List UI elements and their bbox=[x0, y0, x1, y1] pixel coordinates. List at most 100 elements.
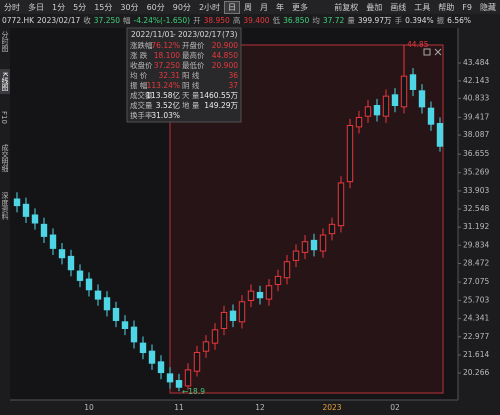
period-button[interactable]: 30分 bbox=[120, 2, 139, 12]
info-label: 振 幅 bbox=[130, 80, 148, 90]
period-button[interactable]: 2小时 bbox=[198, 2, 221, 12]
y-tick-label: 43.484 bbox=[463, 58, 489, 67]
quote-value: 37.250 bbox=[93, 15, 121, 25]
period-button[interactable]: 更多 bbox=[292, 2, 309, 12]
tool-button[interactable]: F9 bbox=[462, 2, 472, 12]
candle-body bbox=[256, 291, 264, 299]
info-label: 开盘价 bbox=[182, 40, 205, 50]
candle-body bbox=[76, 270, 84, 281]
x-tick-label: 2023 bbox=[322, 403, 341, 412]
tool-button[interactable]: 帮助 bbox=[438, 2, 455, 12]
side-tab[interactable]: F10 bbox=[0, 110, 8, 124]
close-icon[interactable] bbox=[434, 48, 442, 56]
maximize-icon[interactable] bbox=[423, 48, 431, 56]
side-tab[interactable]: 成交明细 bbox=[1, 143, 9, 172]
quote-label: 量 bbox=[347, 15, 355, 25]
x-tick-label: 10 bbox=[84, 403, 94, 412]
y-tick-label: 21.614 bbox=[463, 350, 489, 359]
period-button[interactable]: 周 bbox=[244, 2, 253, 12]
period-button[interactable]: 15分 bbox=[94, 2, 113, 12]
period-button[interactable]: 日 bbox=[224, 0, 241, 14]
side-tab[interactable]: K线图 bbox=[0, 69, 10, 94]
quote-bar: 0772.HK 2023/02/17 收 37.250 幅 -4.24%(-1.650) 开… bbox=[0, 14, 500, 26]
info-label: 最高价 bbox=[182, 50, 205, 60]
candle-body bbox=[67, 255, 75, 271]
info-label: 涨 跌 bbox=[130, 50, 148, 60]
candle-body bbox=[301, 241, 309, 253]
box-icons[interactable] bbox=[423, 48, 442, 56]
candle-body bbox=[328, 223, 336, 235]
candle-body bbox=[193, 352, 201, 372]
candle-body bbox=[58, 249, 66, 259]
candle-body bbox=[427, 107, 435, 125]
info-value: 32.31 bbox=[159, 71, 181, 80]
info-label: 换手率 bbox=[130, 110, 153, 120]
quote-value: -4.24%(-1.650) bbox=[133, 15, 191, 25]
x-tick-label: 12 bbox=[255, 403, 265, 412]
y-tick-label: 25.703 bbox=[463, 295, 489, 304]
info-value: 37 bbox=[228, 81, 238, 90]
period-button[interactable]: 60分 bbox=[146, 2, 165, 12]
period-button[interactable]: 5分 bbox=[73, 2, 87, 12]
candle-body bbox=[112, 307, 120, 321]
period-button[interactable]: 90分 bbox=[172, 2, 191, 12]
candle-body bbox=[346, 125, 354, 183]
candle-body bbox=[238, 301, 246, 323]
info-label: 均 价 bbox=[130, 70, 148, 80]
tool-button[interactable]: 隐藏 bbox=[480, 2, 496, 12]
y-tick-label: 22.977 bbox=[463, 332, 489, 341]
info-value: 44.850 bbox=[212, 51, 238, 60]
y-tick-label: 29.834 bbox=[463, 240, 489, 249]
info-label: 最低价 bbox=[182, 60, 205, 70]
period-button[interactable]: 分时 bbox=[4, 2, 20, 12]
period-button[interactable]: 多日 bbox=[28, 2, 44, 12]
side-tab[interactable]: 分时图 bbox=[1, 31, 9, 52]
quote-value: 37.72 bbox=[322, 15, 345, 25]
tool-button[interactable]: 画线 bbox=[390, 2, 407, 12]
side-tab[interactable]: 深度资料 bbox=[1, 191, 9, 220]
toolbar: 分时 多日 1分 5分 15分 30分 60分 90分 2小时日周月年更多 前复权 叠加 画线 工具 帮助… bbox=[0, 0, 500, 14]
info-value: 149.29万 bbox=[204, 101, 238, 110]
candle-body bbox=[166, 373, 174, 383]
info-value: 37.250 bbox=[154, 61, 180, 70]
quote-label: 低 bbox=[272, 15, 281, 25]
y-tick-label: 24.341 bbox=[463, 314, 489, 323]
period-button[interactable]: 1分 bbox=[52, 2, 66, 12]
candle-body bbox=[265, 285, 273, 300]
candle-body bbox=[409, 74, 417, 90]
period-button[interactable]: 年 bbox=[276, 2, 285, 12]
tool-button[interactable]: 工具 bbox=[414, 2, 431, 12]
range-sep: - bbox=[173, 30, 176, 39]
candle-body bbox=[310, 239, 318, 251]
tool-button[interactable]: 叠加 bbox=[366, 2, 383, 12]
info-value: 20.900 bbox=[212, 41, 238, 50]
period-button[interactable]: 月 bbox=[260, 2, 269, 12]
candle-body bbox=[382, 95, 390, 117]
candle-body bbox=[121, 321, 129, 329]
x-tick-label: 02 bbox=[390, 403, 400, 412]
y-tick-label: 20.266 bbox=[463, 368, 489, 377]
extreme-label: ←18.9 bbox=[182, 387, 205, 396]
candle-body bbox=[292, 250, 300, 261]
sidebar: 分时图 K线图 F10 成交明细深度资料 bbox=[0, 28, 10, 237]
info-label: 阳 线 bbox=[182, 70, 200, 80]
info-box-bg bbox=[126, 27, 242, 123]
tool-button[interactable]: 前复权 bbox=[334, 2, 359, 12]
candle-body bbox=[202, 341, 210, 352]
quote-date: 2023/02/17 bbox=[37, 15, 81, 25]
y-tick-label: 28.472 bbox=[463, 258, 489, 267]
y-tick-label: 31.192 bbox=[463, 222, 489, 231]
candle-body bbox=[130, 326, 138, 343]
quote-value: 6.56% bbox=[447, 15, 471, 25]
quote-label: 均 bbox=[312, 15, 320, 25]
candle-body bbox=[391, 94, 399, 107]
quote-label: 手 bbox=[394, 15, 403, 25]
y-tick-label: 36.655 bbox=[463, 149, 489, 158]
y-tick-label: 38.087 bbox=[463, 130, 489, 139]
candle-body bbox=[85, 278, 93, 291]
info-label: 天 量 bbox=[182, 91, 200, 100]
info-value: 36 bbox=[228, 71, 238, 80]
extreme-label: 44.85 bbox=[407, 40, 429, 49]
info-value: 76.12% bbox=[151, 41, 180, 50]
